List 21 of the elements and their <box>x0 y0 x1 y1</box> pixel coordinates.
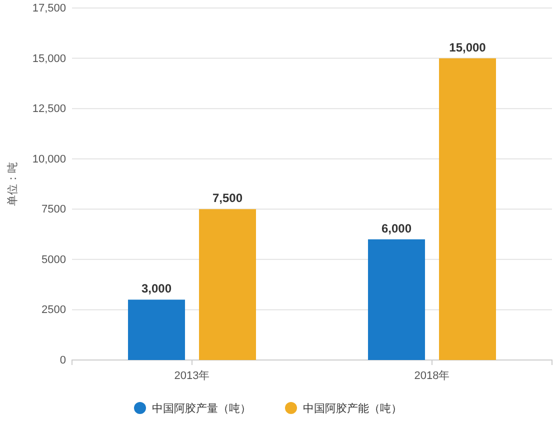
y-tick-label: 17,500 <box>32 2 66 15</box>
data-label: 6,000 <box>381 221 412 236</box>
bar <box>128 300 185 360</box>
x-tick-label: 2018年 <box>414 370 450 382</box>
y-axis-title: 单位：吨 <box>6 162 19 206</box>
data-label: 3,000 <box>141 282 172 296</box>
y-tick-label: 2500 <box>42 304 66 316</box>
y-tick-label: 0 <box>60 354 66 367</box>
bar <box>199 209 256 360</box>
x-tick-label: 2013年 <box>174 370 210 382</box>
y-tick-label: 12,500 <box>32 103 66 116</box>
bar <box>439 58 496 360</box>
y-tick-label: 5000 <box>42 254 66 266</box>
data-label: 7,500 <box>212 191 243 206</box>
legend-label: 中国阿胶产量（吨） <box>152 402 251 415</box>
bar <box>368 239 425 360</box>
y-tick-label: 7500 <box>42 204 66 216</box>
legend-label: 中国阿胶产能（吨） <box>303 402 402 415</box>
y-tick-label: 10,000 <box>32 153 66 166</box>
data-label: 15,000 <box>449 40 486 54</box>
y-tick-label: 15,000 <box>32 52 66 65</box>
